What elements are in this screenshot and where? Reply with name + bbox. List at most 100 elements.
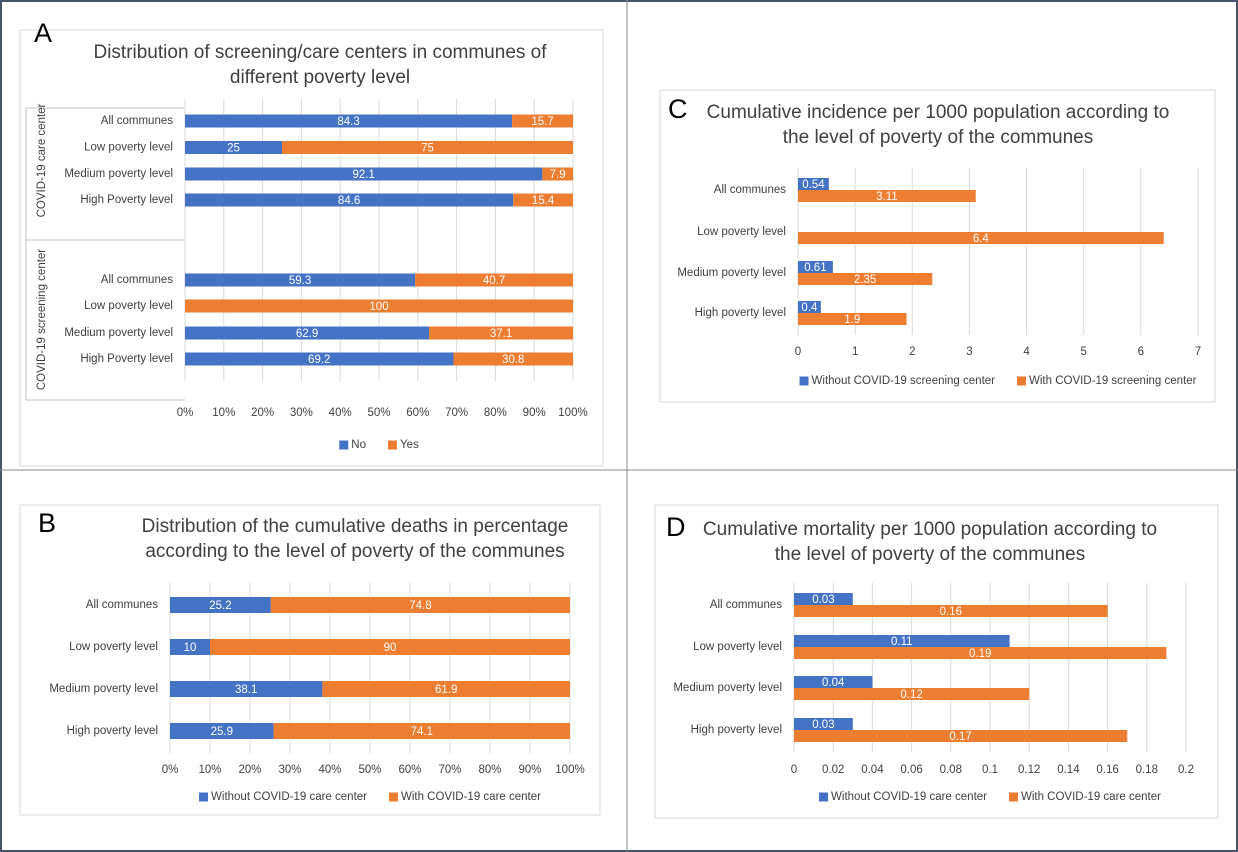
bar	[185, 326, 430, 340]
bar	[185, 167, 543, 181]
x-tick-label: 0.06	[900, 764, 922, 776]
data-label: 0.12	[900, 689, 922, 701]
bar	[794, 718, 853, 730]
bar	[270, 597, 570, 613]
x-tick-label: 20%	[251, 407, 274, 419]
data-label: 69.2	[308, 354, 330, 366]
bar	[542, 167, 573, 181]
y-tick-label: Low poverty level	[84, 142, 173, 154]
bar	[453, 352, 573, 366]
data-label: 0.03	[812, 594, 834, 606]
bar	[185, 114, 513, 128]
data-label: 37.1	[490, 328, 512, 340]
y-tick-label: Medium poverty level	[677, 267, 786, 279]
x-tick-label: 100%	[555, 764, 584, 776]
y-tick-label: All communes	[86, 599, 158, 611]
chart-title: Cumulative mortality per 1000 population…	[702, 519, 1158, 565]
data-label: 2.35	[854, 274, 876, 286]
data-label: 0.54	[802, 179, 825, 191]
panel-label: C	[668, 94, 688, 124]
panel-label: B	[38, 508, 57, 538]
bar	[170, 723, 274, 739]
data-label: 0.03	[812, 719, 834, 731]
x-tick-label: 70%	[438, 764, 461, 776]
bar	[185, 299, 573, 313]
legend-label: Yes	[400, 439, 419, 451]
legend-label: No	[351, 439, 366, 451]
bar	[798, 261, 833, 273]
x-tick-label: 0%	[162, 764, 179, 776]
y-tick-label: Low poverty level	[69, 641, 158, 653]
data-label: 74.8	[409, 600, 431, 612]
x-tick-label: 0.1	[982, 764, 998, 776]
x-tick-label: 0.18	[1136, 764, 1158, 776]
data-label: 100	[369, 301, 388, 313]
data-label: 25	[227, 143, 240, 155]
group-label: COVID-19 screening center	[36, 249, 48, 390]
x-tick-label: 80%	[478, 764, 501, 776]
x-tick-label: 90%	[523, 407, 546, 419]
y-tick-label: Low poverty level	[693, 641, 782, 653]
x-tick-label: 5	[1081, 346, 1087, 358]
data-label: 10	[184, 642, 197, 654]
data-label: 15.4	[532, 195, 555, 207]
data-label: 0.11	[891, 636, 913, 648]
x-tick-label: 80%	[484, 407, 507, 419]
bar	[798, 273, 933, 285]
bar	[322, 681, 570, 697]
data-label: 0.04	[822, 677, 845, 689]
data-label: 92.1	[352, 169, 374, 181]
bar	[170, 681, 323, 697]
bar	[794, 676, 873, 688]
legend: Without COVID-19 screening center With CO…	[799, 375, 1197, 387]
bar	[794, 605, 1108, 617]
bar	[282, 141, 573, 154]
legend-swatch	[1008, 792, 1018, 802]
y-tick-label: All communes	[710, 599, 782, 611]
data-label: 61.9	[435, 684, 457, 696]
x-tick-label: 0	[791, 764, 797, 776]
data-label: 3.11	[876, 191, 898, 203]
chart-box	[19, 504, 601, 816]
bar	[512, 114, 573, 128]
y-tick-label: Medium poverty level	[64, 168, 173, 180]
bar	[794, 635, 1010, 647]
y-tick-label: Medium poverty level	[64, 327, 173, 339]
y-tick-label: High poverty level	[691, 724, 782, 736]
x-tick-label: 2	[909, 346, 915, 358]
legend-label: With COVID-19 care center	[1021, 791, 1161, 803]
bar	[794, 730, 1128, 742]
x-tick-label: 60%	[406, 407, 429, 419]
x-tick-label: 7	[1195, 346, 1201, 358]
chart-box	[19, 29, 604, 467]
y-tick-label: Low poverty level	[697, 226, 786, 238]
bar	[185, 273, 416, 287]
group-label: COVID-19 care center	[36, 103, 48, 217]
bar	[185, 193, 514, 207]
x-tick-label: 10%	[212, 407, 235, 419]
x-tick-label: 0	[795, 346, 801, 358]
y-tick-label: All communes	[714, 184, 786, 196]
x-tick-label: 4	[1023, 346, 1030, 358]
bar	[794, 593, 853, 605]
y-tick-label: All communes	[101, 115, 173, 127]
bar	[794, 688, 1030, 700]
y-tick-label: High Poverty level	[80, 353, 173, 365]
chart-box	[659, 89, 1216, 403]
legend-label: Without COVID-19 screening center	[812, 375, 996, 387]
legend-swatch	[819, 792, 829, 802]
x-tick-label: 30%	[278, 764, 301, 776]
data-label: 0.17	[949, 731, 971, 743]
y-tick-label: Medium poverty level	[49, 683, 158, 695]
data-label: 40.7	[483, 275, 505, 287]
legend-label: With COVID-19 care center	[401, 791, 541, 803]
x-tick-label: 40%	[329, 407, 352, 419]
data-label: 0.16	[940, 606, 962, 618]
chart-box	[654, 504, 1219, 819]
data-label: 90	[384, 642, 397, 654]
panel-label: D	[666, 512, 686, 542]
data-label: 1.9	[844, 314, 860, 326]
data-label: 25.9	[211, 726, 233, 738]
